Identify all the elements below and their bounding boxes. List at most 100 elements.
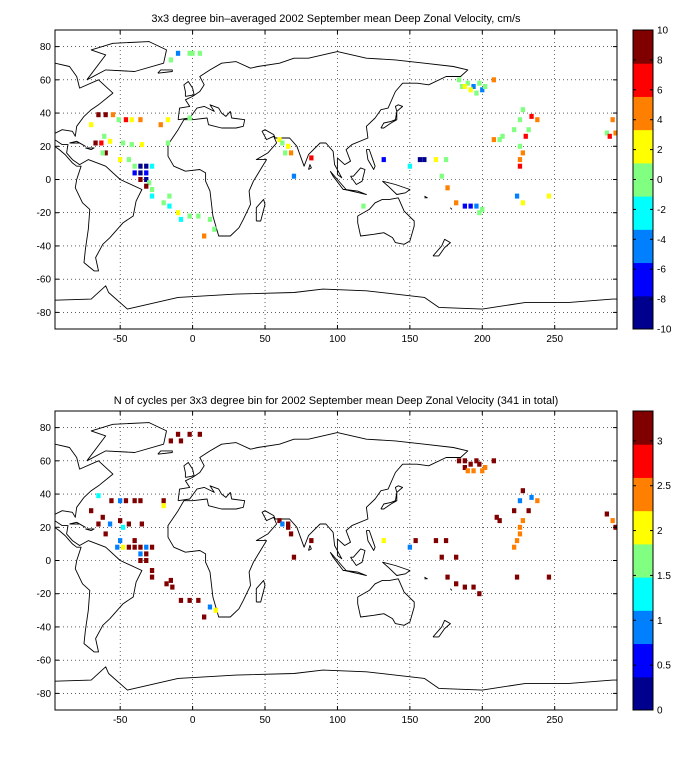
bin-cell xyxy=(439,554,444,560)
bin-cell xyxy=(109,498,114,504)
y-tick-label: 60 xyxy=(40,456,52,467)
bin-cell xyxy=(607,133,612,139)
colorbar-tick-label: 3 xyxy=(657,436,663,447)
bin-cell xyxy=(483,465,488,470)
bin-cell xyxy=(517,531,523,537)
x-tick-label: 0 xyxy=(190,715,196,726)
y-tick-label: -60 xyxy=(37,656,52,667)
colorbar-swatch xyxy=(633,643,653,678)
bin-cell xyxy=(280,521,285,527)
colorbar-tick-label: 2 xyxy=(657,145,663,156)
bin-cell xyxy=(107,138,113,144)
colorbar-swatch xyxy=(633,411,653,445)
bin-cell xyxy=(546,574,552,580)
x-tick-label: 150 xyxy=(402,715,419,726)
bin-cell xyxy=(118,538,123,544)
bin-cell xyxy=(120,140,126,146)
bin-cell xyxy=(187,115,192,121)
colorbar: -10 -8 -6 -4 -2 0 2 4 6 8 10 xyxy=(632,26,672,336)
bin-cell xyxy=(454,200,459,206)
bin-cell xyxy=(103,112,108,118)
coastline xyxy=(157,450,173,455)
colorbar-tick-label: -6 xyxy=(657,265,666,276)
coastline xyxy=(365,149,376,170)
bin-cell xyxy=(546,193,552,199)
coastline xyxy=(424,576,428,580)
coastline xyxy=(183,81,195,97)
bin-cell xyxy=(529,113,534,119)
y-tick-label: 80 xyxy=(40,42,52,53)
colorbar-tick-label: 0 xyxy=(657,175,663,186)
colorbar-tick-label: 1.5 xyxy=(657,571,671,582)
bin-cell xyxy=(520,200,525,206)
bin-cell xyxy=(107,521,113,527)
coastline xyxy=(344,570,367,576)
coastline xyxy=(69,521,86,528)
bin-cell xyxy=(456,458,462,464)
coastline xyxy=(183,462,195,478)
colorbar-tick-label: 4 xyxy=(657,115,663,126)
y-tick-label: 60 xyxy=(40,75,52,86)
y-tick-label: 40 xyxy=(40,109,52,120)
colorbar-swatch xyxy=(633,162,653,197)
bin-cell xyxy=(520,518,525,524)
bin-cell xyxy=(497,137,502,143)
bin-cell xyxy=(138,498,143,504)
bin-cell xyxy=(480,468,485,474)
coastline xyxy=(69,140,86,147)
bin-cell xyxy=(187,597,192,603)
bin-cell xyxy=(462,465,467,470)
bin-cell xyxy=(132,538,137,544)
bin-cell xyxy=(517,498,523,504)
bin-cell xyxy=(139,142,144,148)
bin-cell xyxy=(138,117,143,123)
bin-cell xyxy=(149,544,155,550)
bin-cell xyxy=(103,150,108,156)
colorbar-tick-label: 10 xyxy=(657,26,669,37)
bin-cell xyxy=(103,531,108,537)
bin-cell xyxy=(535,117,540,123)
bin-cell xyxy=(514,574,520,580)
bin-cell xyxy=(283,150,288,156)
bin-cell xyxy=(207,216,213,222)
bin-cell xyxy=(164,581,169,587)
colorbar-swatch xyxy=(633,262,653,297)
bin-cell xyxy=(168,438,173,444)
chart-panel-1: 3x3 degree bin–averaged 2002 September m… xyxy=(37,13,672,345)
bin-cell xyxy=(149,568,155,573)
colorbar-tick-label: 2.5 xyxy=(657,481,671,492)
bin-cell xyxy=(471,584,476,590)
bin-cell xyxy=(138,544,143,550)
bin-cell xyxy=(407,163,412,169)
bin-cell xyxy=(202,614,207,620)
bin-cell xyxy=(167,193,172,199)
bin-cell xyxy=(187,213,192,219)
bin-cell xyxy=(512,127,517,133)
y-tick-label: 40 xyxy=(40,490,52,501)
bin-cell xyxy=(433,157,439,163)
bin-cell xyxy=(138,163,143,169)
coastline xyxy=(350,548,366,566)
bin-cell xyxy=(138,551,143,557)
bin-cell xyxy=(187,431,192,437)
colorbar-tick-label: 8 xyxy=(657,55,663,66)
coastline xyxy=(344,189,367,195)
coastline xyxy=(424,195,428,199)
bin-cell xyxy=(443,538,449,544)
bin-cell xyxy=(417,157,423,163)
bin-cell xyxy=(381,157,386,163)
bin-cell xyxy=(197,431,202,437)
bin-cell xyxy=(477,591,482,597)
bin-cell xyxy=(161,503,166,509)
colorbar-swatch xyxy=(633,96,653,131)
bin-cell xyxy=(123,498,129,504)
colorbar-tick-label: 0.5 xyxy=(657,661,671,672)
bin-cell xyxy=(277,137,282,143)
colorbar-swatch xyxy=(633,30,653,64)
bin-cell xyxy=(477,80,482,86)
bin-cell xyxy=(144,170,149,176)
bin-cell xyxy=(196,213,201,219)
y-tick-label: 0 xyxy=(45,175,51,186)
bin-cell xyxy=(161,200,166,206)
